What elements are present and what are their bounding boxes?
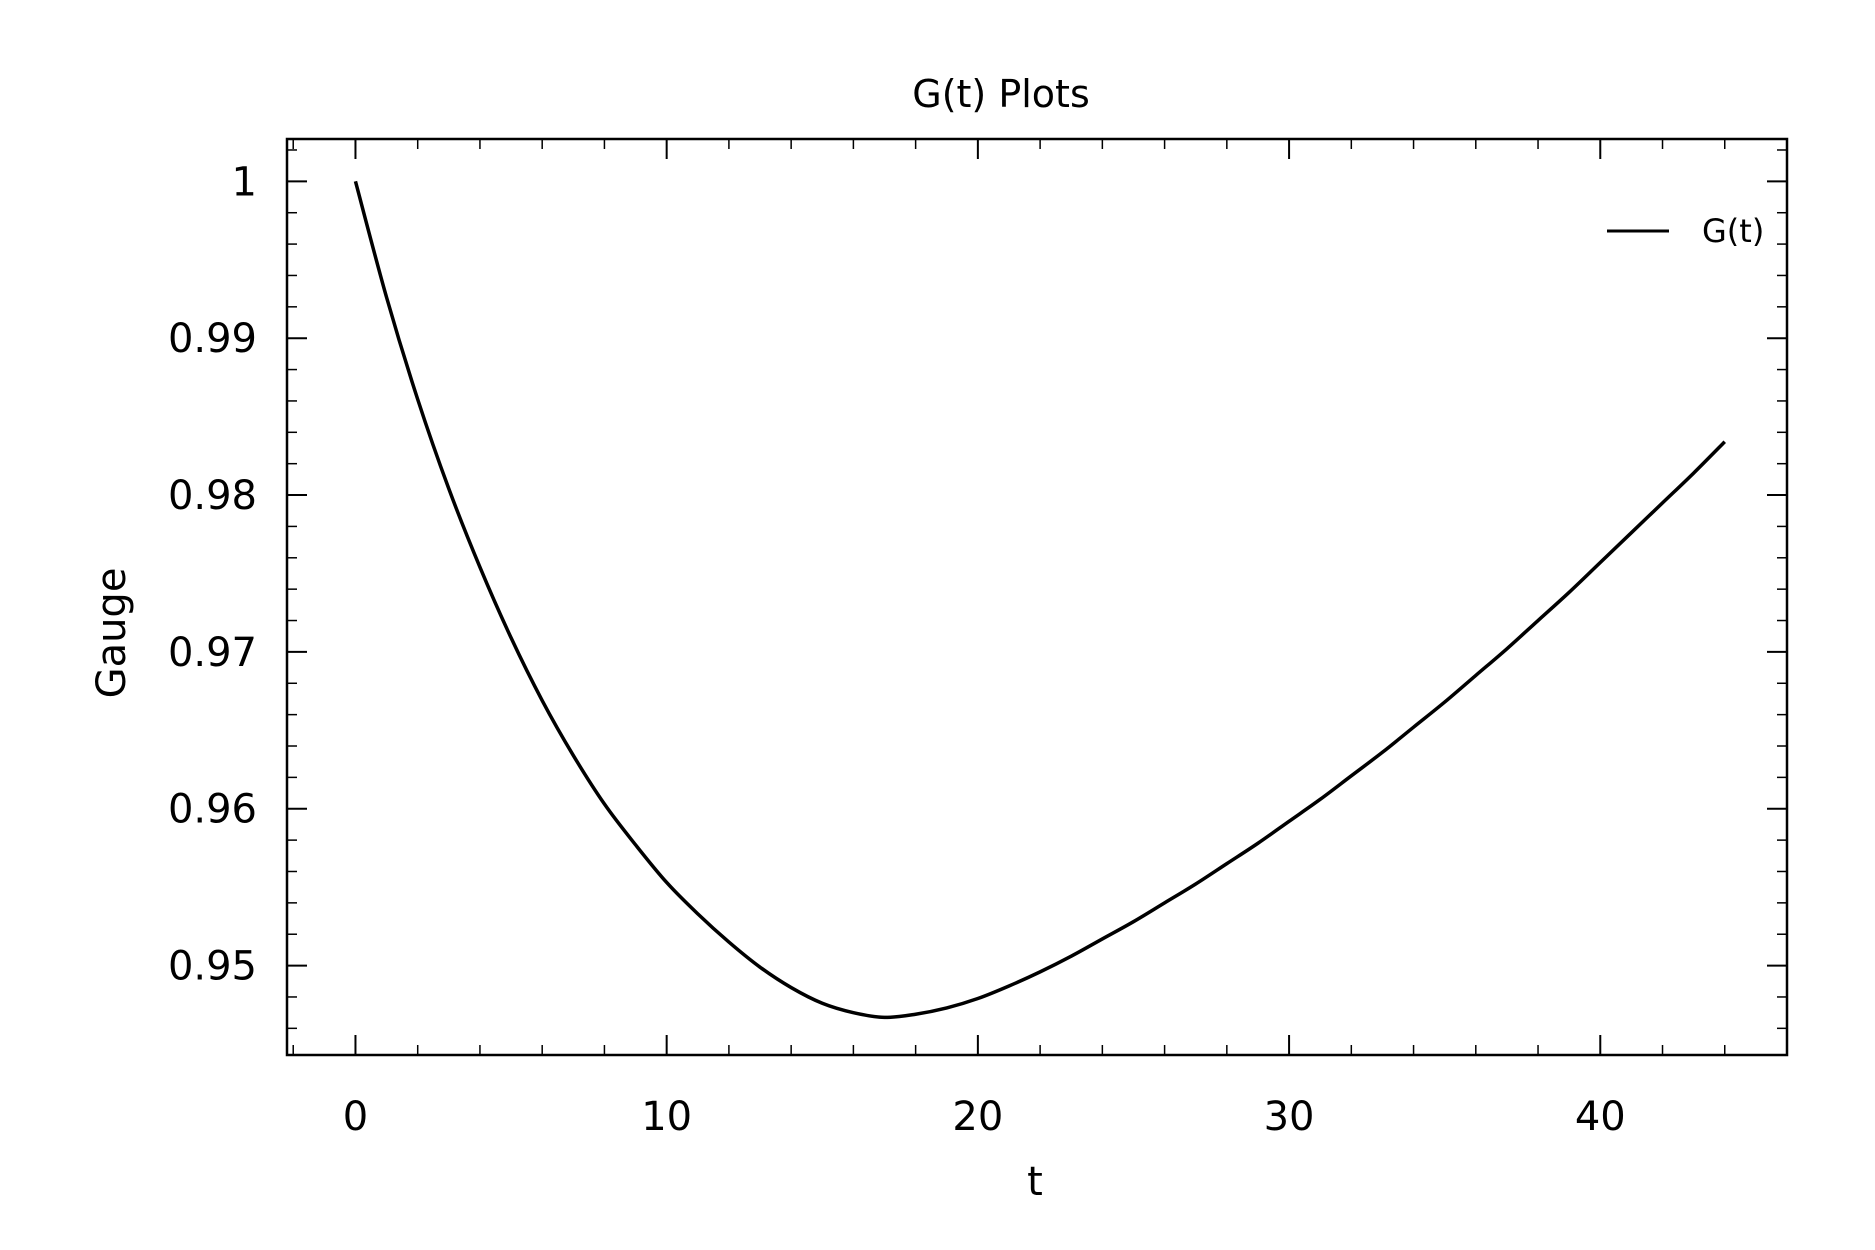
legend: G(t) [1607,212,1764,250]
y-axis-label: Gauge [89,568,135,699]
x-tick-label: 30 [1264,1094,1315,1140]
y-tick-label: 0.98 [168,473,257,519]
x-tick-label: 20 [952,1094,1003,1140]
series-line-g-t [353,180,1727,1020]
chart-title: G(t) Plots [912,72,1090,116]
y-tick-label: 1 [232,159,257,205]
plot-area [353,180,1727,1020]
x-tick-label: 10 [641,1094,692,1140]
x-axis: 0 10 20 30 40 [292,139,1788,1140]
y-axis: 0.95 0.96 0.97 0.98 0.99 1 [168,149,1787,1030]
y-tick-label: 0.97 [168,630,257,676]
x-tick-label: 40 [1575,1094,1626,1140]
legend-label-g-t: G(t) [1702,212,1764,250]
x-tick-label: 0 [343,1094,368,1140]
x-axis-label: t [1027,1159,1043,1205]
plot-frame [285,137,1789,1057]
y-tick-label: 0.96 [168,787,257,833]
y-tick-label: 0.95 [168,944,257,990]
y-tick-label: 0.99 [168,316,257,362]
